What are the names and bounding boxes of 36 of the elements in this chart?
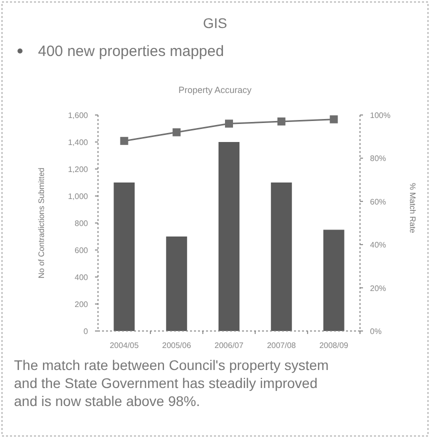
y-tick-label: 800	[74, 219, 89, 228]
y-tick-label: 0	[84, 327, 89, 336]
y2-tick-label: 100%	[370, 111, 390, 120]
bar	[270, 182, 292, 331]
y-tick-label: 1,000	[68, 192, 89, 201]
point	[330, 115, 338, 124]
y2-tick-label: 60%	[370, 197, 386, 206]
x-tick-label: 2007/08	[266, 341, 296, 350]
y-tick-label: 400	[74, 273, 89, 282]
y-axis-title: No of Contradictions Submitted	[37, 168, 46, 278]
chart-subtitle: Property Accuracy	[178, 85, 252, 95]
x-tick-label: 2004/05	[110, 341, 140, 350]
chart-title: GIS	[202, 15, 228, 31]
y-tick-label: 1,600	[68, 111, 89, 120]
text: 400 new properties mapped	[38, 43, 224, 60]
point	[277, 117, 286, 126]
bar	[218, 142, 240, 331]
y-tick-label: 200	[74, 300, 89, 309]
bar	[114, 182, 135, 331]
y2-tick-label: 0%	[370, 327, 382, 336]
bar	[166, 236, 188, 331]
x-tick-label: 2006/07	[214, 341, 244, 350]
point	[120, 136, 128, 145]
x-tick-label: 2005/06	[162, 341, 192, 350]
y2-axis-title: % Match Rate	[408, 182, 417, 234]
y2-tick-label: 20%	[370, 284, 386, 293]
y-tick-label: 600	[74, 246, 89, 255]
y2-tick-label: 80%	[370, 154, 386, 164]
y-tick-label: 1,200	[68, 165, 89, 174]
text: The match rate between Council's property system and the State Government has steadily improved and is now stable above 98%.	[14, 357, 329, 409]
bar	[323, 230, 344, 331]
point	[225, 120, 233, 128]
point	[172, 128, 181, 136]
y2-tick-label: 40%	[370, 240, 386, 250]
x-tick-label: 2008/09	[319, 341, 349, 350]
y-tick-label: 1,400	[68, 138, 89, 147]
